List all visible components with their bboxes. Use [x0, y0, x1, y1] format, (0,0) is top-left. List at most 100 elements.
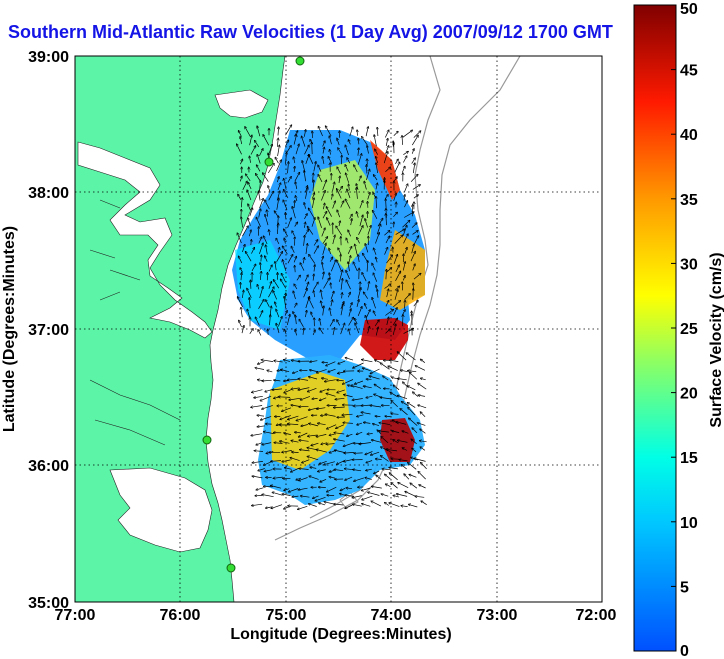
velocity-arrow: [401, 166, 405, 173]
velocity-arrow: [398, 483, 409, 489]
velocity-arrow: [392, 324, 396, 335]
velocity-arrow: [374, 248, 377, 255]
velocity-arrow: [305, 188, 307, 199]
x-tick-label: 72:00: [576, 607, 617, 624]
velocity-arrow: [251, 248, 254, 254]
velocity-arrow: [254, 451, 264, 452]
velocity-arrow: [284, 505, 292, 509]
velocity-arrow: [379, 431, 389, 432]
velocity-arrow: [282, 407, 292, 412]
velocity-arrow: [405, 492, 416, 497]
velocity-arrow: [268, 329, 269, 335]
velocity-arrow: [358, 226, 363, 235]
velocity-arrow: [278, 127, 279, 136]
velocity-arrow: [323, 306, 324, 316]
velocity-arrow: [347, 189, 351, 199]
velocity-arrow: [241, 308, 243, 318]
velocity-arrow: [315, 496, 326, 501]
colorbar-tick-label: 35: [680, 192, 698, 209]
velocity-arrow: [375, 360, 381, 364]
velocity-arrow: [364, 386, 372, 389]
velocity-field: [232, 125, 427, 509]
velocity-arrow: [322, 212, 327, 219]
velocity-arrow: [358, 255, 359, 262]
velocity-arrow: [258, 330, 262, 336]
velocity-arrow: [411, 223, 417, 228]
velocity-arrow: [385, 236, 390, 244]
velocity-arrow: [246, 174, 251, 182]
velocity-arrow: [395, 229, 405, 235]
velocity-arrow: [337, 210, 341, 218]
velocity-arrow: [239, 256, 243, 264]
velocity-arrow: [238, 297, 243, 308]
velocity-arrow: [404, 184, 408, 193]
velocity-arrow: [354, 165, 358, 173]
velocity-arrow: [330, 291, 334, 300]
velocity-arrow: [362, 137, 368, 146]
velocity-arrow: [277, 138, 278, 147]
velocity-arrow: [365, 316, 369, 325]
velocity-arrow: [239, 320, 242, 328]
velocity-arrow: [393, 255, 397, 265]
velocity-arrow: [418, 383, 427, 390]
velocity-arrow: [259, 191, 261, 201]
velocity-arrow: [309, 424, 319, 427]
velocity-arrow: [409, 504, 418, 508]
velocity-arrow: [353, 504, 362, 507]
velocity-arrow: [386, 484, 391, 488]
velocity-arrow: [313, 162, 316, 172]
velocity-arrow: [247, 190, 252, 201]
velocity-arrow: [402, 130, 413, 138]
velocity-arrow: [276, 177, 279, 183]
velocity-arrow: [383, 376, 389, 381]
velocity-arrow: [402, 431, 409, 434]
velocity-arrow: [322, 180, 327, 191]
velocity-arrow: [329, 434, 335, 435]
velocity-arrow: [293, 371, 299, 373]
velocity-arrow: [395, 159, 398, 164]
velocity-arrow: [278, 397, 291, 398]
velocity-arrow: [302, 459, 310, 463]
velocity-arrow: [402, 448, 408, 451]
velocity-arrow: [294, 222, 298, 227]
velocity-arrow: [309, 208, 315, 219]
velocity-arrow: [304, 214, 307, 220]
velocity-arrow: [260, 395, 272, 401]
velocity-arrow: [373, 311, 377, 317]
velocity-arrow: [404, 294, 411, 300]
velocity-arrow: [290, 458, 300, 461]
velocity-arrow: [313, 495, 319, 498]
velocity-arrow: [312, 198, 314, 208]
pamlico-sound: [109, 467, 213, 553]
x-tick-label: 75:00: [266, 607, 307, 624]
velocity-arrow: [323, 272, 324, 280]
y-tick-label: 35:00: [28, 595, 69, 612]
velocity-arrow: [313, 240, 318, 246]
velocity-arrow: [344, 395, 353, 398]
radar-station-marker: [226, 563, 236, 573]
velocity-arrow: [321, 290, 323, 300]
velocity-arrow: [393, 440, 399, 444]
velocity-arrow: [258, 300, 264, 309]
velocity-arrow: [415, 366, 426, 371]
colorbar-tick-label: 10: [680, 515, 698, 532]
velocity-arrow: [393, 385, 400, 391]
velocity-arrow: [285, 153, 286, 165]
radar-station-marker: [264, 157, 274, 167]
velocity-arrow: [304, 275, 308, 282]
velocity-arrow: [403, 156, 406, 163]
velocity-arrow: [393, 193, 397, 201]
velocity-arrow: [348, 230, 352, 237]
velocity-arrow: [375, 149, 379, 155]
velocity-arrow: [385, 474, 391, 480]
velocity-arrow: [259, 149, 263, 157]
velocity-arrow: [237, 233, 242, 244]
velocity-arrow: [260, 263, 261, 271]
velocity-arrow: [308, 387, 317, 391]
velocity-arrow: [338, 360, 346, 364]
velocity-arrow: [384, 284, 391, 289]
velocity-arrow: [337, 189, 342, 199]
velocity-arrow: [242, 226, 248, 237]
velocity-arrow: [348, 309, 351, 317]
velocity-arrow: [294, 157, 295, 164]
